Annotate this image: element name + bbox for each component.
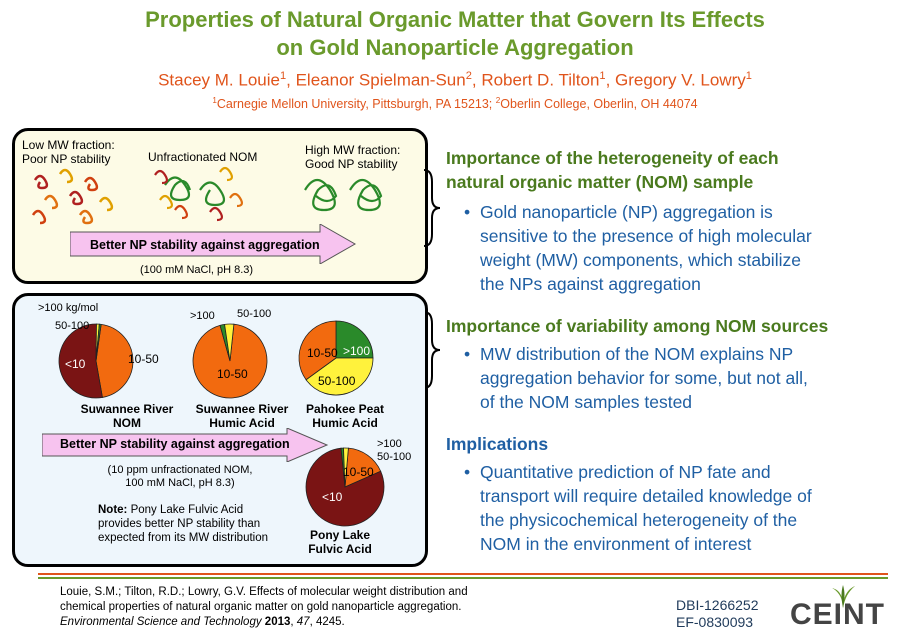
pie4-label-10-50: 10-50 <box>343 465 374 479</box>
bullet-dot: • <box>464 202 471 222</box>
citation: Louie, S.M.; Tilton, R.D.; Lowry, G.V. E… <box>60 586 468 628</box>
section-variability: Importance of variability among NOM sour… <box>446 314 896 414</box>
pie4-slice-10-50 <box>344 447 382 488</box>
panel1-conditions: (100 mM NaCl, pH 8.3) <box>140 264 254 276</box>
brace-1 <box>423 169 441 247</box>
section-2-heading: Importance of variability among NOM sour… <box>446 316 829 336</box>
pie4-title: Pony Lake Fulvic Acid <box>308 528 372 556</box>
pony-lake-note: Note: Pony Lake Fulvic Acid provides bet… <box>98 504 269 544</box>
low-mw-molecules <box>31 168 114 225</box>
author-2: Eleanor Spielman-Sun <box>295 70 466 90</box>
unfractionated-molecules <box>154 166 244 222</box>
low-mw-label: Low MW fraction: Poor NP stability <box>22 138 115 166</box>
pie1-title: Suwannee River NOM <box>80 402 174 430</box>
section-2-bullet: • MW distribution of the NOM explains NP… <box>464 344 808 412</box>
leaf-icon <box>832 585 855 608</box>
author-4: Gregory V. Lowry <box>615 70 746 90</box>
high-mw-label: High MW fraction: Good NP stability <box>305 143 401 171</box>
pie2-slice-10-50 <box>192 323 268 399</box>
pie3-label-gt100: >100 <box>343 344 371 358</box>
section-heterogeneity: Importance of the heterogeneity of each … <box>446 146 896 296</box>
pie2-label-50-100: 50-100 <box>237 308 272 320</box>
panel2-conditions: (10 ppm unfractionated NOM, 100 mM NaCl,… <box>107 464 253 489</box>
pie2-slice-50-100 <box>224 323 235 362</box>
nom-molecule-illustration <box>31 166 383 225</box>
pie1-label-10-50: 10-50 <box>128 352 159 366</box>
section-1-bullet: • Gold nanoparticle (NP) aggregation is … <box>464 202 812 294</box>
pie4-label-50-100: 50-100 <box>377 451 412 463</box>
pie3-label-50-100: 50-100 <box>318 374 356 388</box>
pie1-label-50-100: 50-100 <box>55 320 90 332</box>
logo-text: CEINT <box>790 598 885 631</box>
section-implications: Implications • Quantitative prediction o… <box>446 432 896 556</box>
pie3-slice-10-50 <box>298 320 337 381</box>
section-3-heading: Implications <box>446 434 549 454</box>
stability-arrow-1-label: Better NP stability against aggregation <box>90 238 320 252</box>
pie4-label-lt10: <10 <box>322 490 343 504</box>
unfractionated-label: Unfractionated NOM <box>148 150 258 164</box>
pie1-label-gt100: >100 kg/mol <box>38 302 99 314</box>
affiliations: 1Carnegie Mellon University, Pittsburgh,… <box>212 96 698 112</box>
pie3-title: Pahokee Peat Humic Acid <box>305 402 385 430</box>
footer-rule-green <box>38 577 888 579</box>
pie2-label-10-50: 10-50 <box>217 367 248 381</box>
stability-arrow-2 <box>42 428 329 462</box>
author-3: Robert D. Tilton <box>481 70 600 90</box>
author-1: Stacey M. Louie <box>158 70 280 90</box>
high-mw-molecules <box>304 178 383 212</box>
pie4-slice-50-100 <box>343 447 349 488</box>
pie1-slice-100-kg-mol <box>95 323 102 362</box>
pie1-slice-10 <box>58 323 103 399</box>
author-list: Stacey M. Louie1, Eleanor Spielman-Sun2,… <box>158 70 752 90</box>
section-3-bullet: • Quantitative prediction of NP fate and… <box>464 462 812 554</box>
pie1-slice-10-50 <box>95 323 134 398</box>
stability-arrow-2-label: Better NP stability against aggregation <box>60 437 290 451</box>
pie3-label-10-50: 10-50 <box>307 346 338 360</box>
grant-numbers: DBI-1266252 EF-0830093 <box>676 597 759 630</box>
stability-arrow-1 <box>70 224 357 264</box>
footer-rule-orange <box>38 573 888 575</box>
bullet-dot: • <box>464 462 471 482</box>
pie2-label-gt100: >100 <box>190 310 215 322</box>
pie3-slice-50-100 <box>305 357 374 396</box>
title-line-1: Properties of Natural Organic Matter tha… <box>145 7 765 32</box>
pie1-label-lt10: <10 <box>65 357 86 371</box>
brace-2 <box>423 311 441 389</box>
bullet-dot: • <box>464 344 471 364</box>
title-line-2: on Gold Nanoparticle Aggregation <box>276 35 634 60</box>
pie2-title: Suwannee River Humic Acid <box>195 402 289 430</box>
ceint-logo: CEINT <box>790 584 905 631</box>
pie4-slice-10 <box>305 447 385 527</box>
pie3-slice-100 <box>335 320 374 359</box>
poster-title: Properties of Natural Organic Matter tha… <box>0 6 910 62</box>
section-1-heading: Importance of the heterogeneity of each … <box>446 148 779 192</box>
pie4-label-gt100: >100 <box>377 438 402 450</box>
